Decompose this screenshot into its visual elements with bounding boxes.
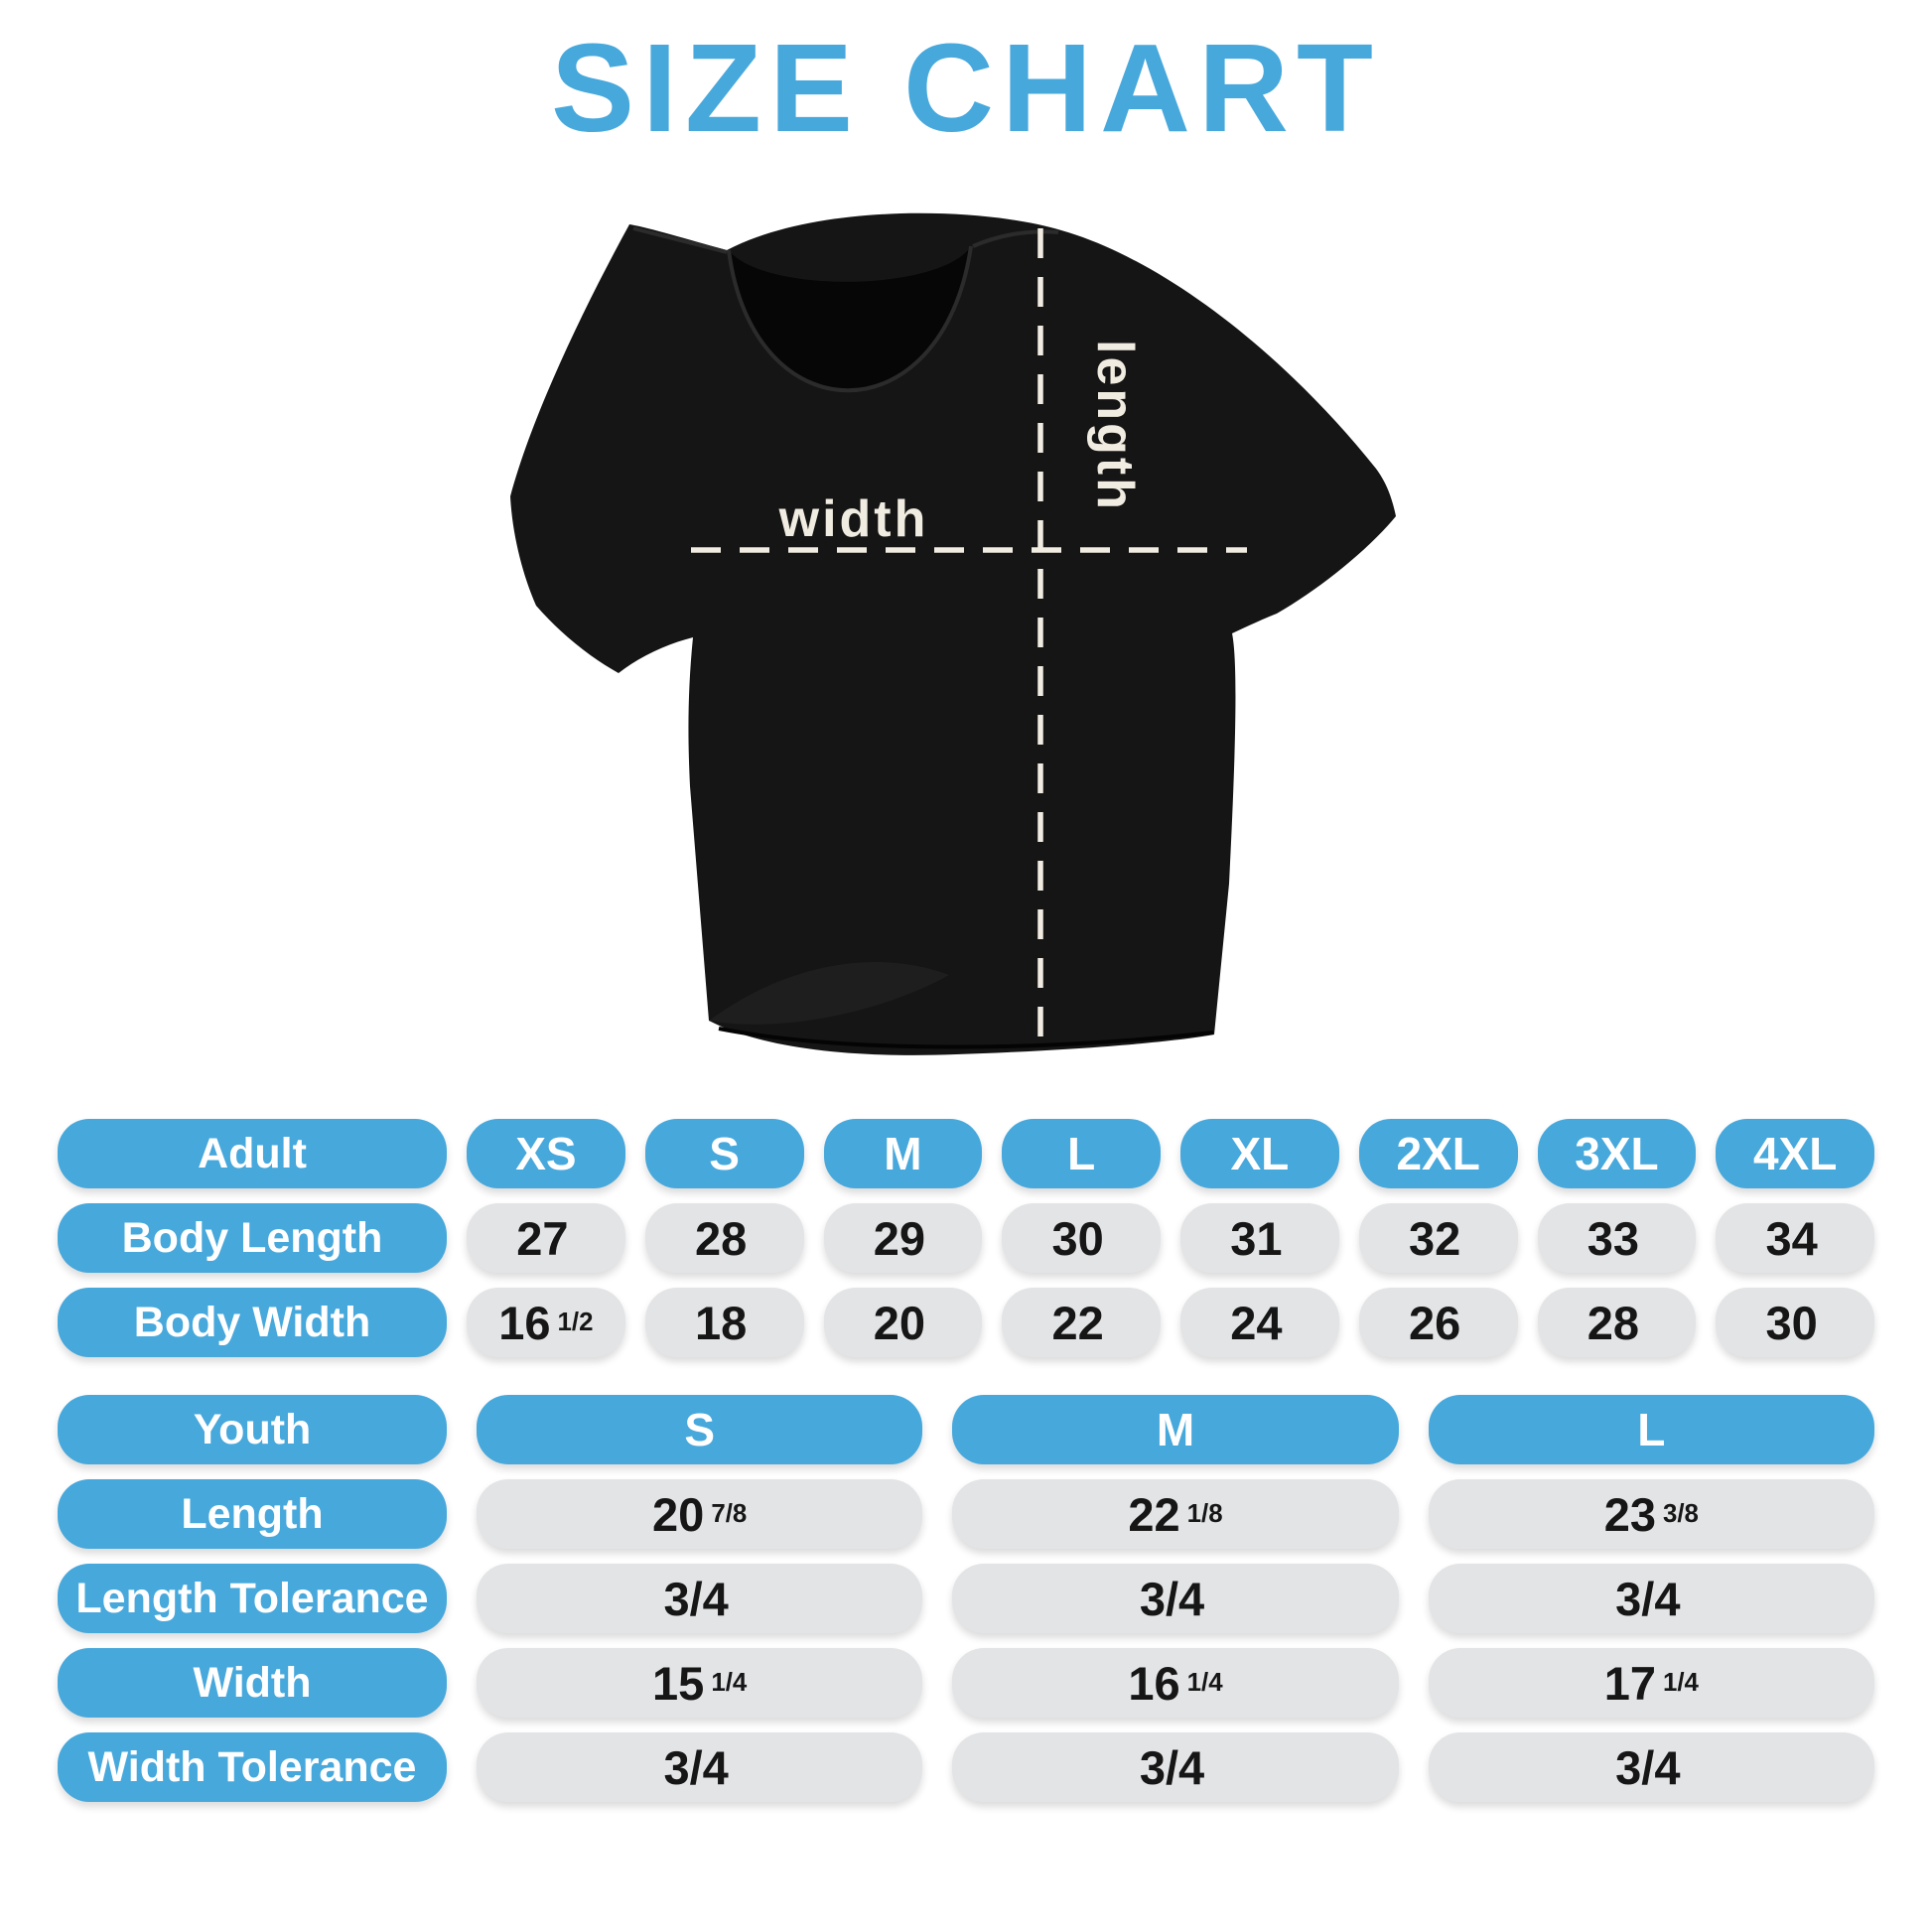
- value-main: 28: [1587, 1296, 1640, 1349]
- youth-length-tolerance-value: 3/4: [477, 1564, 923, 1633]
- youth-length-tolerance-value: 3/4: [1428, 1564, 1874, 1633]
- value-main: 30: [1765, 1296, 1818, 1349]
- adult-header-label: Adult: [58, 1119, 447, 1188]
- adult-size-2xl: 2XL: [1358, 1119, 1518, 1188]
- body-length-value: 32: [1358, 1203, 1518, 1273]
- value-frac: 3/8: [1663, 1499, 1699, 1528]
- body-length-value: 30: [1002, 1203, 1161, 1273]
- value-main: 3/4: [1615, 1572, 1681, 1625]
- youth-width-tolerance-value: 3/4: [952, 1732, 1399, 1802]
- adult-size-xs: XS: [467, 1119, 625, 1188]
- width-label: width: [778, 490, 929, 548]
- value-main: 24: [1230, 1296, 1283, 1349]
- value-frac: 1/8: [1186, 1499, 1223, 1528]
- value-main: 18: [694, 1296, 748, 1349]
- body-length-value: 31: [1180, 1203, 1339, 1273]
- value-main: 22: [1051, 1296, 1104, 1349]
- tshirt-image: width length: [510, 212, 1396, 1055]
- page-title: SIZE CHART: [551, 18, 1381, 158]
- value-main: 30: [1051, 1211, 1104, 1265]
- collar-opening: [729, 246, 971, 391]
- value-main: 22: [1128, 1487, 1180, 1541]
- youth-size-s: S: [477, 1395, 923, 1464]
- value-main: 3/4: [1139, 1740, 1205, 1794]
- youth-width-value: 15 1/4: [477, 1648, 923, 1718]
- body-width-value: 16 1/2: [467, 1288, 625, 1357]
- tshirt-body-shape: [510, 212, 1396, 1055]
- youth-width-value: 17 1/4: [1428, 1648, 1874, 1718]
- youth-length-row-label: Length: [58, 1479, 447, 1549]
- body-length-row-label: Body Length: [58, 1203, 447, 1273]
- youth-size-l: L: [1428, 1395, 1874, 1464]
- body-length-value: 33: [1537, 1203, 1697, 1273]
- value-main: 16: [1128, 1656, 1180, 1710]
- youth-width-tolerance-value: 3/4: [1428, 1732, 1874, 1802]
- value-frac: 1/4: [711, 1668, 748, 1697]
- value-frac: 1/4: [1186, 1668, 1223, 1697]
- youth-length-value: 20 7/8: [477, 1479, 923, 1549]
- value-frac: 1/2: [557, 1308, 594, 1336]
- value-main: 16: [498, 1296, 551, 1349]
- value-main: 27: [516, 1211, 569, 1265]
- youth-length-value: 22 1/8: [952, 1479, 1399, 1549]
- youth-length-tolerance-row-label: Length Tolerance: [58, 1564, 447, 1633]
- adult-size-4xl: 4XL: [1716, 1119, 1874, 1188]
- value-frac: 1/4: [1663, 1668, 1699, 1697]
- body-width-row-label: Body Width: [58, 1288, 447, 1357]
- youth-size-table: Youth S M L Length 20 7/8 22 1/8 23 3/8 Len…: [58, 1395, 1874, 1802]
- adult-size-table: Adult XS S M L XL 2XL 3XL 4XL Body Lengt…: [58, 1119, 1874, 1357]
- value-main: 3/4: [1139, 1572, 1205, 1625]
- collar-seam: [727, 245, 973, 393]
- value-main: 17: [1603, 1656, 1656, 1710]
- length-label: length: [1086, 340, 1144, 512]
- body-width-value: 18: [644, 1288, 804, 1357]
- value-main: 32: [1408, 1211, 1461, 1265]
- value-main: 23: [1603, 1487, 1656, 1541]
- adult-size-s: S: [644, 1119, 804, 1188]
- value-main: 29: [873, 1211, 926, 1265]
- body-length-value: 34: [1716, 1203, 1874, 1273]
- body-width-value: 20: [823, 1288, 983, 1357]
- youth-width-tolerance-row-label: Width Tolerance: [58, 1732, 447, 1802]
- adult-size-3xl: 3XL: [1537, 1119, 1697, 1188]
- value-main: 15: [652, 1656, 705, 1710]
- value-main: 33: [1587, 1211, 1640, 1265]
- youth-length-tolerance-value: 3/4: [952, 1564, 1399, 1633]
- value-main: 3/4: [663, 1740, 729, 1794]
- body-length-value: 29: [823, 1203, 983, 1273]
- body-width-value: 28: [1537, 1288, 1697, 1357]
- value-main: 3/4: [663, 1572, 729, 1625]
- value-main: 34: [1765, 1211, 1818, 1265]
- body-length-value: 28: [644, 1203, 804, 1273]
- hem-fold: [709, 962, 949, 1025]
- value-main: 20: [652, 1487, 705, 1541]
- body-width-value: 22: [1002, 1288, 1161, 1357]
- adult-size-xl: XL: [1180, 1119, 1339, 1188]
- youth-width-value: 16 1/4: [952, 1648, 1399, 1718]
- youth-header-label: Youth: [58, 1395, 447, 1464]
- youth-width-row-label: Width: [58, 1648, 447, 1718]
- body-length-value: 27: [467, 1203, 625, 1273]
- tshirt-diagram: width length: [494, 189, 1438, 1072]
- adult-size-m: M: [823, 1119, 983, 1188]
- body-width-value: 24: [1180, 1288, 1339, 1357]
- adult-size-l: L: [1002, 1119, 1161, 1188]
- right-shoulder-seam: [972, 229, 1059, 248]
- value-main: 31: [1230, 1211, 1283, 1265]
- youth-width-tolerance-value: 3/4: [477, 1732, 923, 1802]
- value-main: 28: [694, 1211, 748, 1265]
- value-main: 26: [1408, 1296, 1461, 1349]
- hem-edge: [718, 1027, 1214, 1049]
- youth-size-m: M: [952, 1395, 1399, 1464]
- body-width-value: 26: [1358, 1288, 1518, 1357]
- value-main: 3/4: [1615, 1740, 1681, 1794]
- youth-length-value: 23 3/8: [1428, 1479, 1874, 1549]
- value-frac: 7/8: [711, 1499, 748, 1528]
- body-width-value: 30: [1716, 1288, 1874, 1357]
- value-main: 20: [873, 1296, 926, 1349]
- left-shoulder-seam: [632, 226, 728, 254]
